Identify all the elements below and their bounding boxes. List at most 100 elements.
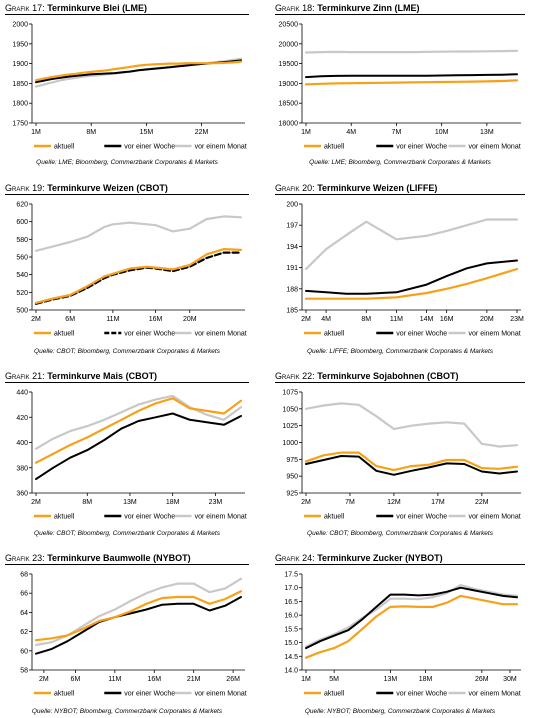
source-note: Quelle: LME; Bloomberg, Commerzbank Corp…: [309, 159, 491, 166]
x-tick-label: 13M: [123, 499, 137, 506]
series-line-vor-einem-monat: [304, 402, 519, 448]
x-tick-label: 21M: [187, 676, 201, 683]
line-chart-weizen-cbot: 500 520 540 560 580 600 620 2M 6M 11M 16M 20M aktuel…: [16, 202, 247, 338]
legend-label: aktuell: [324, 331, 345, 338]
y-tick-label: 19500: [279, 61, 299, 68]
series-line-aktuell: [34, 247, 243, 305]
line-chart-zucker: 14.0 14.5 15.0 15.5 16.0 16.5 17.0 17.5 1M 5M 13M 1…: [284, 572, 521, 698]
y-tick-label: 17.5: [284, 572, 298, 579]
legend-label: vor einem Monat: [195, 691, 247, 698]
legend-label: aktuell: [54, 144, 75, 151]
x-tick-label: 16M: [149, 316, 163, 323]
legend-label: vor einer Woche: [124, 331, 175, 338]
line-chart-mais: 360 380 400 420 440 2M 8M 13M 18M 23M aktuell vor e…: [16, 390, 246, 521]
y-tick-label: 520: [16, 290, 28, 297]
series-line-vor-einem-monat: [304, 583, 519, 648]
y-tick-label: 64: [20, 610, 28, 617]
x-tick-label: 1M: [301, 676, 311, 683]
series-line-aktuell: [304, 267, 519, 300]
chart-panel-18: Grafik 18: Terminkurve Zinn (LME) 18000 1…: [275, 3, 525, 173]
x-tick-label: 23M: [510, 316, 524, 323]
y-tick-label: 1800: [12, 101, 28, 108]
x-tick-label: 11M: [106, 316, 119, 323]
chart-title: Grafik 17: Terminkurve Blei (LME): [5, 3, 148, 13]
legend-label: aktuell: [324, 514, 345, 521]
legend-label: aktuell: [54, 514, 75, 521]
x-tick-label: 8M: [82, 499, 92, 506]
y-tick-label: 560: [16, 255, 28, 262]
source-note: Quelle: LME; Bloomberg, Commerzbank Corp…: [36, 159, 218, 166]
x-tick-label: 23M: [209, 499, 223, 506]
chart-title: Grafik 24: Terminkurve Zucker (NYBOT): [275, 553, 443, 563]
y-tick-label: 2000: [12, 22, 28, 29]
chart-panel-17: Grafik 17: Terminkurve Blei (LME) 1750 18…: [5, 3, 249, 173]
x-tick-label: 16M: [147, 676, 161, 683]
y-tick-label: 191: [286, 265, 298, 272]
chart-panel-22: Grafik 22: Terminkurve Sojabohnen (CBOT)…: [275, 371, 525, 539]
x-tick-label: 4M: [346, 129, 356, 136]
y-tick-label: 380: [16, 465, 28, 472]
x-tick-label: 20M: [183, 316, 197, 323]
series-line-vor-einem-monat: [34, 215, 243, 252]
x-tick-label: 26M: [226, 676, 240, 683]
series-line-vor-einem-monat: [34, 394, 243, 450]
x-tick-label: 22M: [195, 129, 209, 136]
x-tick-label: 1M: [31, 129, 41, 136]
legend-label: vor einem Monat: [195, 331, 247, 338]
x-tick-label: 4M: [321, 316, 331, 323]
source-note: Quelle: CBOT; Bloomberg, Commerzbank Cor…: [307, 530, 493, 537]
y-tick-label: 1050: [282, 406, 298, 413]
series-line-vor-einer-woche: [35, 412, 242, 481]
x-tick-label: 11M: [390, 316, 403, 323]
y-tick-label: 58: [20, 668, 28, 675]
legend-label: vor einem Monat: [469, 144, 521, 151]
chart-title: Grafik 18: Terminkurve Zinn (LME): [275, 3, 420, 13]
x-tick-label: 18M: [419, 676, 433, 683]
y-tick-label: 620: [16, 202, 28, 209]
source-note: Quelle: NYBOT; Bloomberg, Commerzbank Co…: [304, 708, 496, 715]
series-line-vor-einem-monat: [304, 218, 519, 271]
y-tick-label: 925: [286, 491, 298, 498]
series-line-vor-einem-monat: [304, 49, 519, 54]
legend-label: aktuell: [324, 691, 345, 698]
x-tick-label: 12M: [387, 499, 401, 506]
legend-label: vor einer Woche: [396, 144, 447, 151]
y-tick-label: 1000: [282, 440, 298, 447]
series-line-aktuell: [34, 60, 243, 82]
y-tick-label: 16.5: [284, 599, 298, 606]
y-tick-label: 18000: [279, 121, 299, 128]
y-tick-label: 500: [16, 308, 28, 315]
y-tick-label: 188: [286, 286, 298, 293]
chart-title: Grafik 23: Terminkurve Baumwolle (NYBOT): [5, 553, 191, 563]
legend-label: aktuell: [324, 144, 345, 151]
x-tick-label: 17M: [431, 499, 445, 506]
y-tick-label: 14.5: [284, 654, 298, 661]
x-tick-label: 15M: [140, 129, 154, 136]
chart-title: Grafik 20: Terminkurve Weizen (LIFFE): [275, 183, 438, 193]
series-line-aktuell: [304, 451, 519, 472]
y-tick-label: 1900: [12, 61, 28, 68]
y-tick-label: 1750: [12, 121, 28, 128]
y-tick-label: 15.0: [284, 640, 298, 647]
source-note: Quelle: CBOT; Bloomberg, Commerzbank Cor…: [34, 348, 220, 355]
y-tick-label: 15.5: [284, 626, 298, 633]
series-line-vor-einer-woche: [305, 455, 518, 476]
y-tick-label: 20000: [279, 41, 299, 48]
source-note: Quelle: NYBOT; Bloomberg, Commerzbank Co…: [31, 708, 223, 715]
legend-label: vor einer Woche: [396, 331, 447, 338]
x-tick-label: 8M: [86, 129, 96, 136]
y-tick-label: 440: [16, 390, 28, 397]
chart-panel-23: Grafik 23: Terminkurve Baumwolle (NYBOT)…: [5, 553, 249, 718]
series-line-vor-einer-woche: [305, 259, 518, 295]
line-chart-zinn: 18000 18500 19000 19500 20000 20500 1M 4M 7M 10M 1…: [279, 22, 521, 151]
legend-label: aktuell: [54, 331, 75, 338]
series-line-vor-einer-woche: [35, 596, 242, 655]
x-tick-label: 1M: [301, 129, 311, 136]
chart-panel-20: Grafik 20: Terminkurve Weizen (LIFFE) 18…: [275, 183, 525, 361]
y-tick-label: 62: [20, 629, 28, 636]
series-line-aktuell: [34, 397, 243, 464]
y-tick-label: 197: [286, 223, 298, 230]
x-tick-label: 13M: [480, 129, 494, 136]
y-tick-label: 1075: [282, 390, 298, 397]
x-tick-label: 7M: [392, 129, 402, 136]
